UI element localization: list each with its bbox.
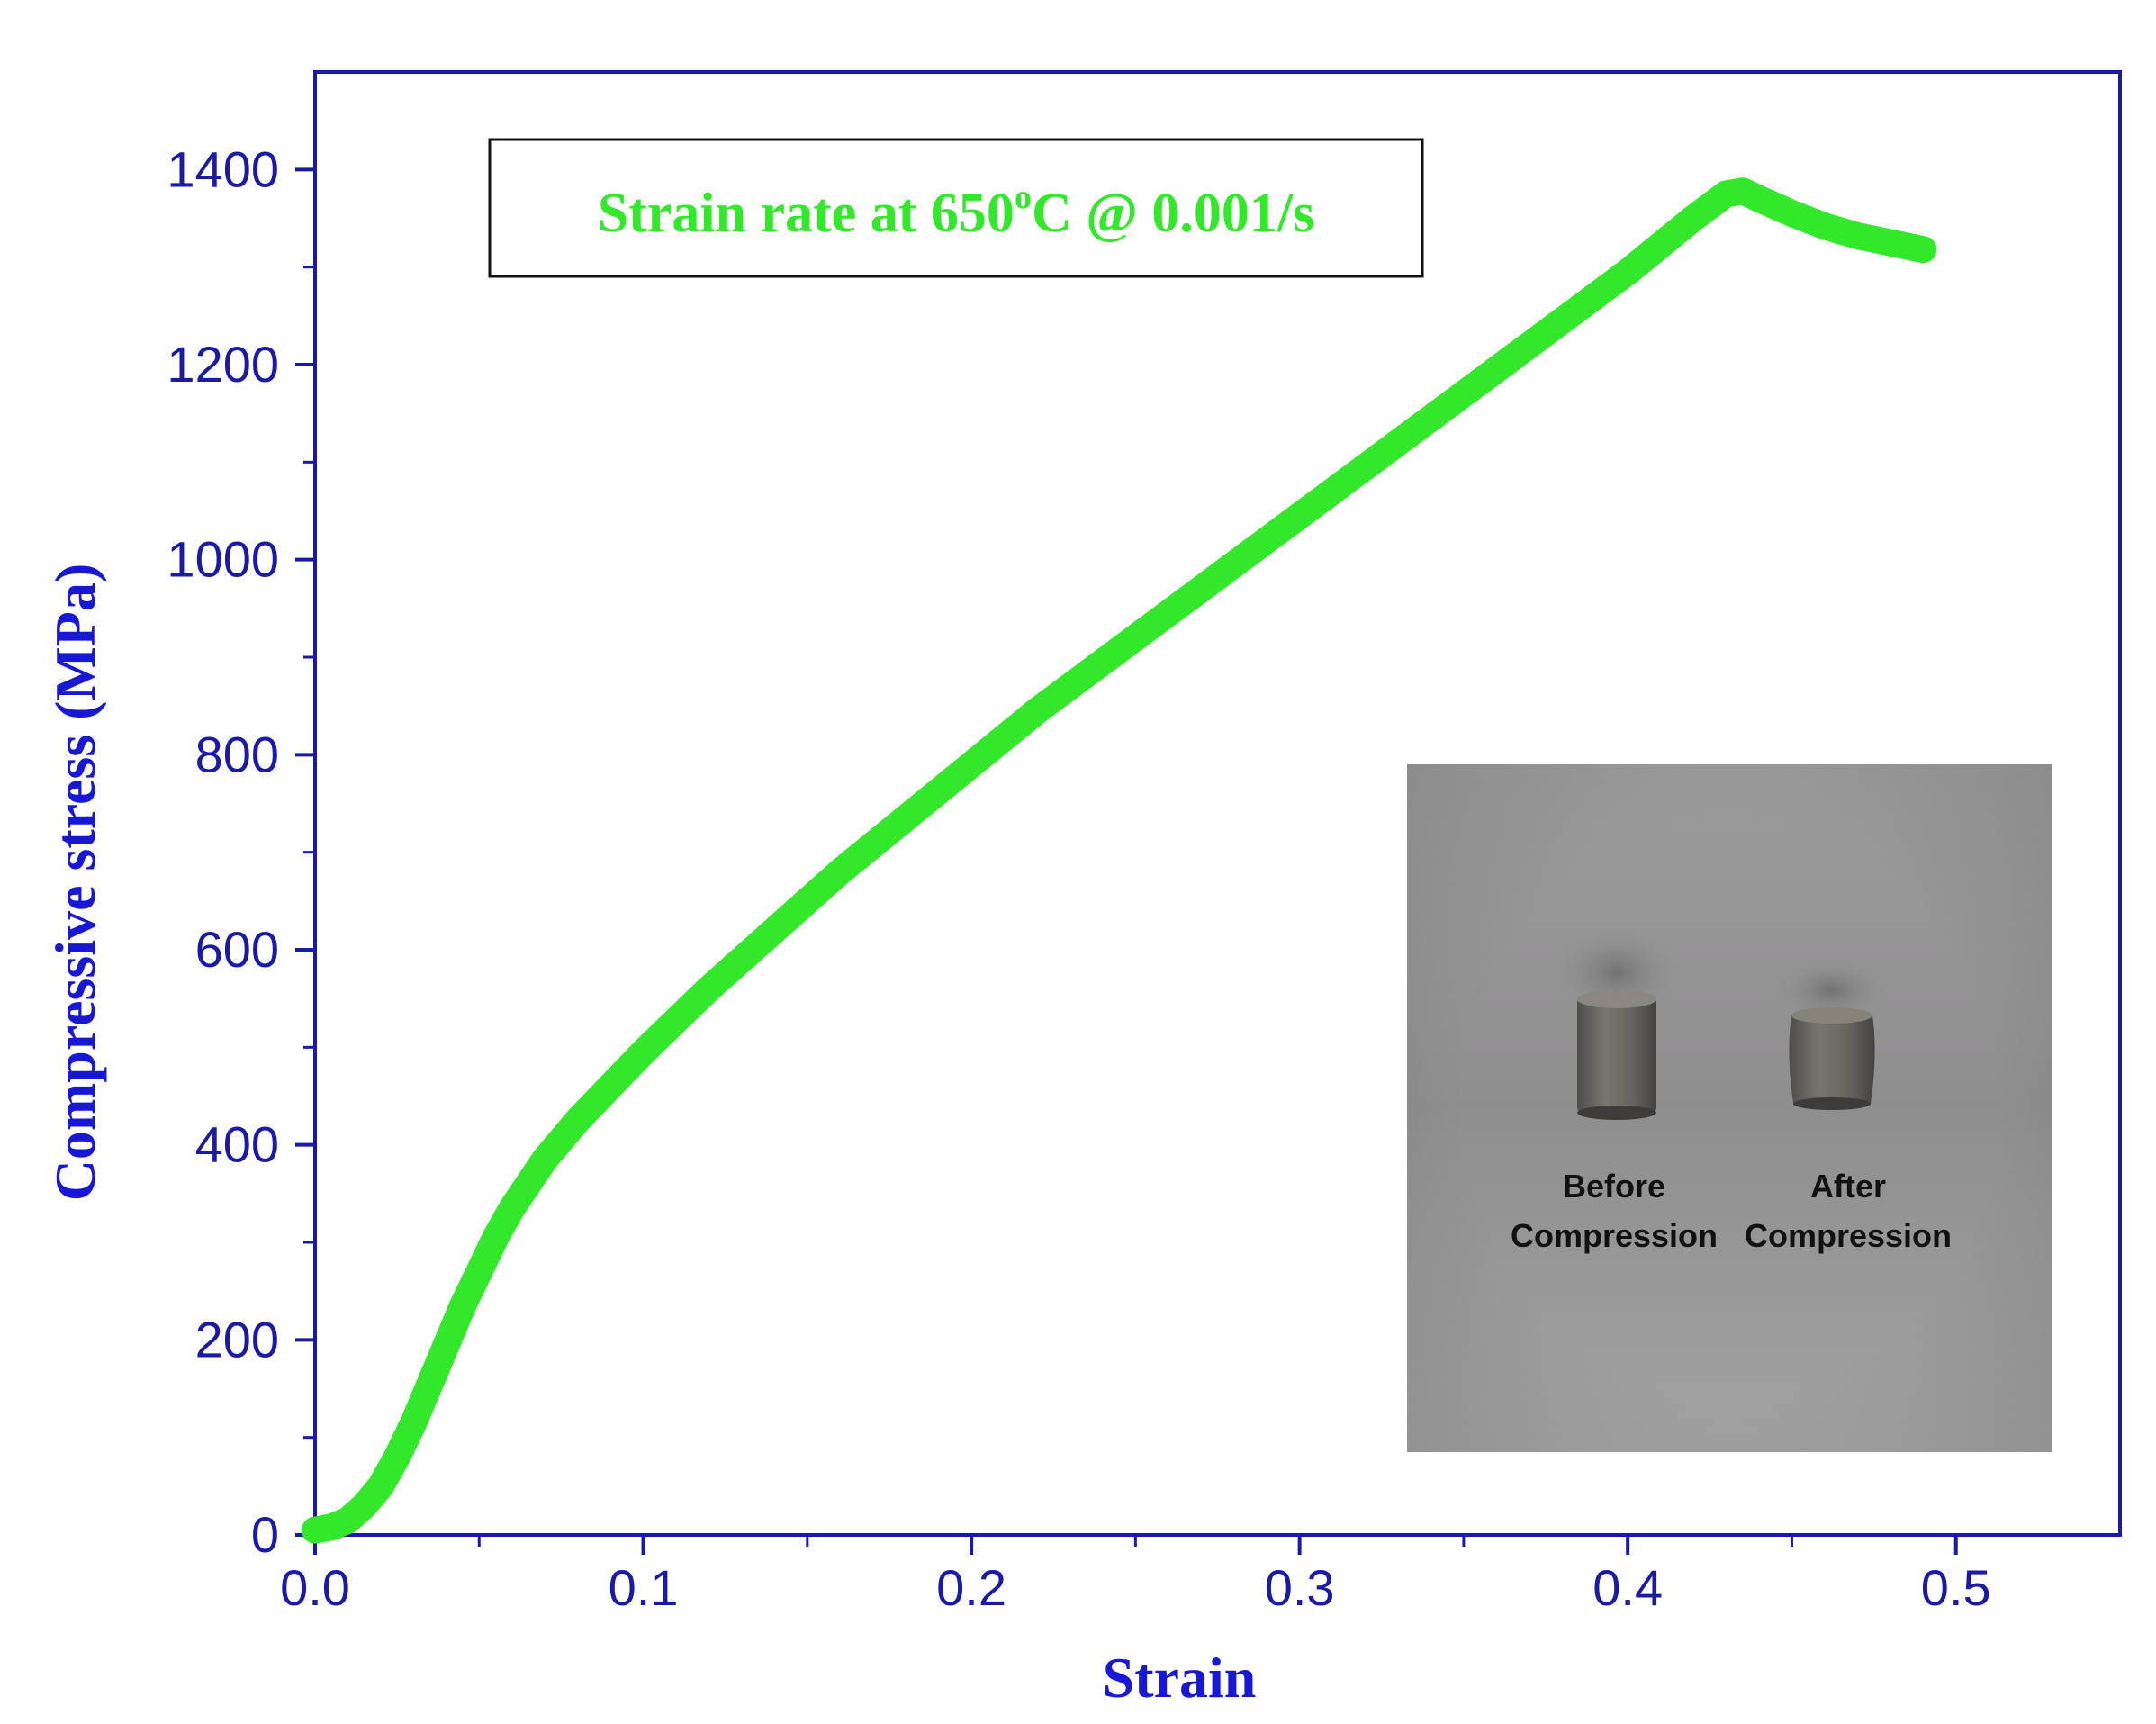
- data-point: [385, 1445, 410, 1469]
- data-point: [1156, 601, 1180, 626]
- series-points: [303, 179, 1935, 1542]
- data-point: [1090, 650, 1114, 674]
- x-tick-label: 0.3: [1265, 1559, 1335, 1616]
- y-axis-ticks: [295, 167, 315, 1537]
- x-tick-label: 0.5: [1921, 1559, 1991, 1616]
- data-point: [1222, 553, 1246, 577]
- data-point: [960, 753, 984, 777]
- data-point: [467, 1259, 492, 1284]
- data-point: [762, 918, 787, 943]
- data-point: [500, 1196, 524, 1221]
- data-point: [1353, 455, 1377, 479]
- data-point: [828, 860, 852, 884]
- y-tick-label: 1000: [167, 531, 279, 588]
- data-point: [1878, 230, 1902, 255]
- y-tick-label: 0: [251, 1506, 279, 1563]
- x-axis-label: Strain: [1103, 1646, 1257, 1710]
- data-point: [697, 977, 721, 1001]
- y-tick-label: 1200: [167, 336, 279, 393]
- y-tick-label: 1400: [167, 140, 279, 197]
- data-point: [1780, 202, 1804, 226]
- data-point: [336, 1508, 360, 1532]
- annotation-box: Strain rate at 650oC @ 0.001/s: [488, 138, 1424, 278]
- y-tick-label: 800: [195, 726, 279, 782]
- data-point: [1747, 186, 1771, 211]
- inset-label-after-1: After: [1810, 1168, 1886, 1205]
- data-point: [1616, 260, 1640, 284]
- data-point: [1419, 406, 1443, 430]
- data-point: [418, 1372, 442, 1396]
- data-point: [1484, 357, 1509, 382]
- data-point: [565, 1108, 590, 1133]
- data-point: [434, 1332, 458, 1357]
- data-point: [483, 1225, 508, 1250]
- data-point: [1812, 214, 1836, 239]
- specimen-before-photo: [1554, 929, 1680, 1120]
- y-tick-label: 400: [195, 1116, 279, 1173]
- data-point: [1911, 238, 1935, 262]
- inset-photo: Before Compression After Compression: [1407, 764, 2052, 1452]
- data-point: [631, 1040, 655, 1064]
- x-axis-tick-labels: 0.0 0.1 0.2 0.3 0.4 0.5: [280, 1559, 1991, 1616]
- data-point: [1287, 503, 1312, 528]
- y-tick-label: 200: [195, 1311, 279, 1367]
- data-point: [352, 1494, 376, 1518]
- inset-label-before-1: Before: [1563, 1168, 1665, 1205]
- inset-label-before-2: Compression: [1511, 1217, 1718, 1254]
- x-tick-label: 0.1: [609, 1559, 679, 1616]
- inset-label-after-2: Compression: [1745, 1217, 1952, 1254]
- data-point: [1550, 309, 1574, 333]
- data-point: [1845, 224, 1870, 248]
- data-point: [894, 806, 918, 830]
- x-tick-label: 0.2: [936, 1559, 1006, 1616]
- x-axis-ticks: [313, 1535, 1958, 1555]
- y-axis-label: Compressive stress (MPa): [43, 564, 107, 1202]
- data-point: [599, 1074, 623, 1098]
- x-tick-label: 0.4: [1592, 1559, 1663, 1616]
- data-point: [401, 1411, 426, 1435]
- annotation-text: Strain rate at 650oC @ 0.001/s: [598, 178, 1315, 244]
- x-tick-label: 0.0: [280, 1559, 350, 1616]
- data-point: [1025, 699, 1049, 723]
- specimen-after-photo: [1775, 958, 1887, 1110]
- y-axis-tick-labels: 0 200 400 600 800 1000 1200 1400: [167, 140, 279, 1563]
- data-point: [451, 1294, 474, 1318]
- plot-frame: [313, 70, 2122, 1537]
- data-point: [1682, 206, 1706, 230]
- data-point: [533, 1147, 557, 1171]
- data-point: [368, 1474, 392, 1498]
- y-tick-label: 600: [195, 921, 279, 978]
